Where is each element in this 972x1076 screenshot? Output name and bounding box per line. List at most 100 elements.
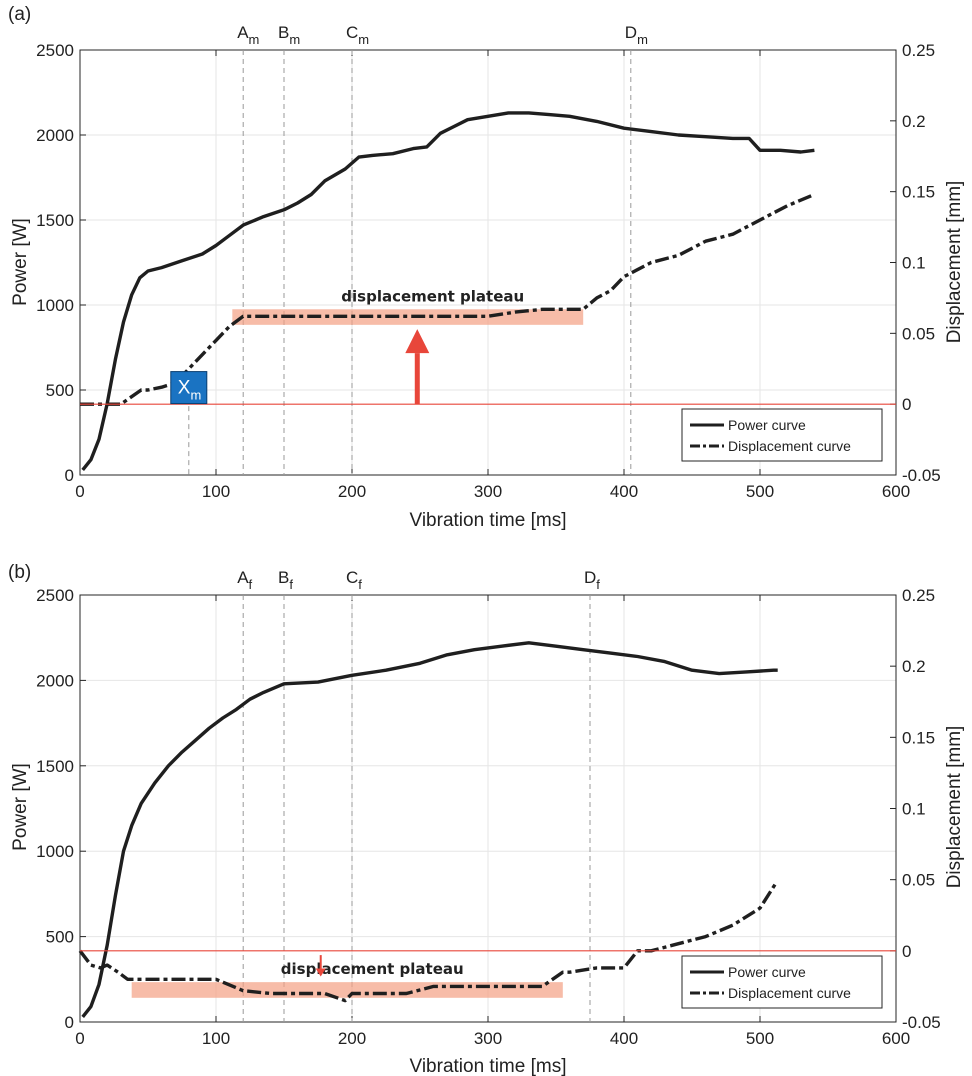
- panel-a-x-tick-label: 400: [610, 482, 638, 501]
- panel-a-y-tick-label: 0: [65, 466, 74, 485]
- panel-a-x-tick-label: 600: [882, 482, 910, 501]
- panel-b-y-tick-label-right: 0.05: [902, 871, 935, 890]
- panel-b: (b) 0 100 200 300 400 500 600 0 500 1000 1500 2000…: [8, 562, 965, 1076]
- panel-a-y-tick-label-right: 0.25: [902, 41, 935, 60]
- panel-a-power-curve: [81, 111, 815, 471]
- panel-b-power-curve: [81, 641, 778, 1018]
- panel-b-marker-label-c: Cf: [346, 568, 362, 592]
- panel-a-y-tick-label: 500: [46, 381, 74, 400]
- panel-a-y-tick-label-right: 0: [902, 395, 911, 414]
- panel-b-y-tick-label: 2500: [36, 586, 74, 605]
- panel-b-marker-label-sub: f: [358, 577, 362, 592]
- panel-b-y-tick-label: 1500: [36, 757, 74, 776]
- panel-a-arrow-head: [405, 329, 430, 354]
- panel-b-y-tick-label: 1000: [36, 842, 74, 861]
- panel-b-legend: Power curve Displacement curve: [681, 955, 883, 1009]
- panel-b-legend-box: [681, 955, 883, 1009]
- panel-a-y-tick-label-right: -0.05: [902, 466, 941, 485]
- panel-b-y-axis-label: Power [W]: [10, 763, 31, 851]
- panel-a-x-ticks: 0 100 200 300 400 500 600: [75, 50, 910, 501]
- panel-b-x-tick-label: 600: [882, 1029, 910, 1048]
- panel-b-marker-lines: Af Bf Cf Df: [237, 568, 600, 1022]
- panel-a-y-tick-label: 1000: [36, 296, 74, 315]
- panel-b-label: (b): [8, 562, 31, 583]
- panel-b-legend-label-1: Displacement curve: [728, 985, 851, 1001]
- panel-a-marker-lines: Am Bm Cm Dm: [237, 23, 648, 475]
- panel-a-marker-label-sub: m: [358, 32, 369, 47]
- panel-b-y-ticks-right: -0.05 0 0.05 0.1 0.15 0.2 0.25: [890, 586, 941, 1032]
- panel-a-plateau: displacement plateau: [232, 287, 584, 325]
- panel-a-label: (a): [8, 4, 31, 25]
- panel-b-plateau-band: [131, 982, 563, 998]
- panel-a-y-tick-label: 2500: [36, 41, 74, 60]
- panel-a: (a) 0 100 200 300 400 500 600 0 500 1000 1500 2000…: [8, 4, 965, 531]
- panel-b-arrow-head: [315, 968, 326, 977]
- panel-a-marker-label-c: Cm: [346, 23, 369, 47]
- panel-b-plateau-label: displacement plateau: [281, 960, 464, 978]
- panel-b-marker-label-d: Df: [584, 568, 600, 592]
- panel-a-y-tick-label-right: 0.05: [902, 324, 935, 343]
- panel-b-x-tick-label: 300: [474, 1029, 502, 1048]
- panel-a-legend: Power curve Displacement curve: [681, 408, 883, 462]
- panel-b-marker-label-sub: f: [289, 577, 293, 592]
- panel-b-y-tick-label: 2000: [36, 671, 74, 690]
- panel-b-x-axis-label: Vibration time [ms]: [410, 1056, 567, 1076]
- panel-a-y-tick-label-right: 0.15: [902, 183, 935, 202]
- panel-b-plateau: displacement plateau: [131, 960, 563, 998]
- panel-a-x-tick-label: 0: [75, 482, 84, 501]
- panel-b-y-tick-label-right: 0: [902, 942, 911, 961]
- panel-a-y-axis-label-right: Displacement [mm]: [944, 181, 965, 344]
- panel-a-x-tick-label: 300: [474, 482, 502, 501]
- panel-a-plateau-label: displacement plateau: [341, 287, 524, 305]
- panel-b-x-tick-label: 500: [746, 1029, 774, 1048]
- panel-b-legend-label-0: Power curve: [728, 964, 806, 980]
- panel-a-arrow: [405, 329, 430, 405]
- panel-a-y-ticks-right: -0.05 0 0.05 0.1 0.15 0.2 0.25: [890, 41, 941, 485]
- panel-b-y-tick-label: 500: [46, 928, 74, 947]
- panel-b-arrow: [315, 955, 326, 977]
- panel-a-x-tick-label: 500: [746, 482, 774, 501]
- panel-b-y-tick-label-right: -0.05: [902, 1013, 941, 1032]
- panel-b-series: [78, 641, 778, 1018]
- panel-b-marker-label-sub: f: [596, 577, 600, 592]
- panel-a-x-axis-label: Vibration time [ms]: [410, 510, 567, 531]
- panel-b-y-tick-label-right: 0.25: [902, 586, 935, 605]
- panel-b-x-ticks: 0 100 200 300 400 500 600: [75, 595, 910, 1048]
- panel-b-marker-label-sub: f: [249, 577, 253, 592]
- panel-a-y-tick-label-right: 0.2: [902, 112, 926, 131]
- panel-a-y-tick-label: 1500: [36, 211, 74, 230]
- panel-b-y-tick-label: 0: [65, 1013, 74, 1032]
- panel-a-xm-marker: Xm: [170, 371, 208, 475]
- panel-a-legend-label-1: Displacement curve: [728, 438, 851, 454]
- panel-a-marker-label-sub: m: [249, 32, 260, 47]
- panel-b-displacement-curve: [78, 881, 778, 1003]
- panel-a-xm-label-sub: m: [190, 388, 201, 403]
- panel-b-marker-label-b: Bf: [278, 568, 293, 592]
- panel-a-marker-label-a: Am: [237, 23, 259, 47]
- panel-b-y-ticks: 0 500 1000 1500 2000 2500: [36, 586, 86, 1032]
- panel-a-y-tick-label: 2000: [36, 126, 74, 145]
- panel-a-x-tick-label: 100: [202, 482, 230, 501]
- panel-a-y-ticks: 0 500 1000 1500 2000 2500: [36, 41, 86, 485]
- panel-a-marker-label-sub: m: [637, 32, 648, 47]
- panel-b-x-tick-label: 200: [338, 1029, 366, 1048]
- panel-a-plateau-band: [232, 309, 584, 325]
- panel-a-y-axis-label: Power [W]: [10, 218, 31, 306]
- panel-b-y-tick-label-right: 0.2: [902, 657, 926, 676]
- panel-a-marker-label-d: Dm: [625, 23, 648, 47]
- panel-a-x-tick-label: 200: [338, 482, 366, 501]
- panel-b-marker-label-a: Af: [237, 568, 252, 592]
- panel-b-x-tick-label: 400: [610, 1029, 638, 1048]
- panel-a-y-tick-label-right: 0.1: [902, 254, 926, 273]
- panel-a-legend-label-0: Power curve: [728, 417, 806, 433]
- panel-b-y-tick-label-right: 0.15: [902, 728, 935, 747]
- panel-b-y-axis-label-right: Displacement [mm]: [944, 726, 965, 889]
- panel-a-xm-box: [170, 371, 208, 405]
- panel-a-legend-box: [681, 408, 883, 462]
- panel-a-marker-label-b: Bm: [278, 23, 300, 47]
- panel-b-x-tick-label: 0: [75, 1029, 84, 1048]
- panel-b-x-tick-label: 100: [202, 1029, 230, 1048]
- panel-a-marker-label-sub: m: [289, 32, 300, 47]
- panel-b-y-tick-label-right: 0.1: [902, 800, 926, 819]
